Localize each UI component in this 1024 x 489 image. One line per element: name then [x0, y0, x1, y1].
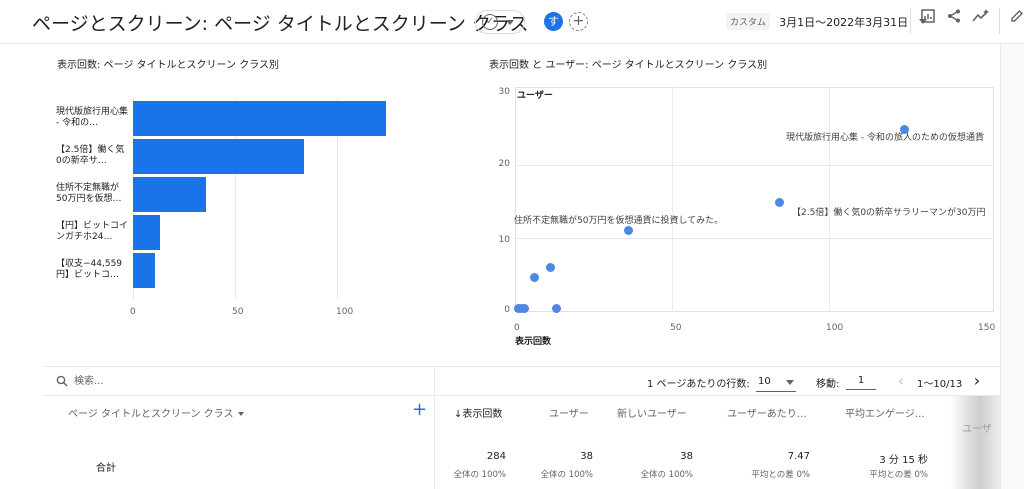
bar[interactable] — [133, 215, 160, 250]
divider — [910, 8, 911, 34]
table-header-row: ページ タイトルとスクリーン クラス + ↓表示回数 ユーザー 新しいユーザー … — [44, 396, 1000, 426]
x-tick-label: 100 — [336, 307, 354, 317]
scroll-fade — [950, 396, 1000, 489]
divider — [434, 367, 435, 397]
total-subtext: 全体の 100% — [453, 470, 506, 480]
comparison-avatar[interactable]: す — [544, 12, 563, 31]
bar[interactable] — [133, 101, 386, 136]
bar-label: 【2.5倍】働く気0の新卒サ… — [56, 145, 125, 166]
rows-per-page-value: 10 — [758, 376, 771, 387]
point-label: 住所不定無職が50万円を仮想通貨に投資してみた。 — [514, 216, 724, 226]
x-axis-name: 表示回数 — [515, 337, 552, 347]
y-tick-label: 0 — [504, 305, 510, 315]
bar-label: 【円】ビットコインガチホ24… — [56, 221, 129, 242]
bar[interactable] — [133, 253, 156, 288]
gridline — [515, 237, 994, 239]
divider — [434, 396, 435, 489]
column-header-partial: ユーザ — [962, 424, 992, 435]
column-header-users[interactable]: ユーザー — [549, 409, 589, 420]
page-title: ページとスクリーン: ページ タイトルとスクリーン クラス — [32, 13, 529, 35]
gridline — [672, 87, 673, 312]
total-subtext: 全体の 100% — [640, 470, 693, 480]
scatter-point[interactable] — [529, 273, 539, 283]
x-tick-label: 100 — [826, 323, 844, 333]
scatter-point[interactable] — [520, 303, 530, 313]
total-value: 7.47 — [787, 451, 810, 462]
goto-page-input[interactable] — [846, 372, 876, 390]
scatter-point[interactable] — [624, 226, 634, 236]
column-header-avg-engagement[interactable]: 平均エンゲージ… — [845, 409, 925, 420]
gridline — [829, 87, 830, 312]
gridline — [235, 97, 236, 300]
edit-report-icon[interactable] — [917, 8, 939, 30]
gridline — [337, 97, 338, 300]
check-circle-icon: ✓ — [482, 14, 498, 30]
point-label: 【2.5倍】働く気0の新卒サラリーマンが30万円 — [792, 208, 986, 218]
bar[interactable] — [133, 177, 207, 212]
bar-chart-title: 表示回数: ページ タイトルとスクリーン クラス別 — [57, 60, 280, 71]
right-panel-edge — [1000, 44, 1024, 489]
table-toolbar: 1 ページあたりの行数: 10 移動: ‹ 1〜10/13 › — [44, 366, 1000, 397]
goto-label: 移動: — [816, 379, 840, 390]
column-header-new-users[interactable]: 新しいユーザー — [617, 409, 687, 420]
next-page-button[interactable]: › — [973, 371, 981, 390]
total-value: 3 分 15 秒 — [879, 455, 928, 466]
prev-page-button[interactable]: ‹ — [897, 371, 905, 390]
total-value: 38 — [680, 451, 693, 462]
point-label: 現代版旅行用心集 - 令和の旅人のための仮想通貨 — [786, 133, 984, 143]
total-subtext: 全体の 100% — [540, 470, 593, 480]
pagination-range: 1〜10/13 — [917, 379, 963, 390]
divider — [999, 8, 1000, 34]
bar[interactable] — [133, 139, 305, 174]
y-axis-name: ユーザー — [517, 91, 553, 101]
scatter-point[interactable] — [551, 303, 561, 313]
share-icon[interactable] — [943, 8, 965, 30]
scatter-point[interactable] — [545, 262, 555, 272]
x-tick-label: 0 — [514, 323, 520, 333]
pencil-icon[interactable] — [1006, 8, 1024, 30]
x-tick-label: 50 — [670, 323, 682, 333]
add-comparison-button[interactable]: + — [569, 12, 588, 31]
y-tick-label: 30 — [498, 87, 510, 97]
total-value: 284 — [486, 451, 506, 462]
y-tick-label: 10 — [498, 235, 510, 245]
column-header-views-per-user[interactable]: ユーザーあたり… — [727, 409, 807, 420]
rows-per-page-label: 1 ページあたりの行数: — [647, 379, 750, 390]
chevron-down-icon — [506, 20, 514, 25]
date-chip: カスタム — [726, 13, 771, 30]
bar-label: 現代版旅行用心集 - 令和の… — [56, 107, 129, 128]
search-icon — [56, 375, 68, 387]
total-subtext: 平均との差 0% — [869, 470, 928, 480]
chevron-down-icon — [786, 380, 794, 385]
date-range-picker[interactable]: カスタム 3月1日〜2022年3月31日 — [726, 11, 928, 30]
add-dimension-button[interactable]: + — [412, 399, 428, 420]
scatter-plot-area — [515, 87, 994, 312]
column-header-views[interactable]: ↓表示回数 — [454, 409, 503, 420]
bar-label: 住所不定無職が50万円を仮想… — [56, 183, 122, 204]
scatter-chart-title: 表示回数 と ユーザー: ページ タイトルとスクリーン クラス別 — [489, 60, 768, 71]
scatter-point[interactable] — [774, 197, 784, 207]
y-tick-label: 20 — [498, 159, 510, 169]
search-input[interactable] — [74, 372, 374, 390]
scatter-point[interactable] — [900, 125, 910, 135]
x-tick-label: 150 — [978, 323, 996, 333]
gridline — [515, 165, 994, 167]
rows-per-page-select[interactable]: 10 — [756, 372, 796, 392]
total-value: 38 — [580, 451, 593, 462]
date-range-text: 3月1日〜2022年3月31日 — [779, 15, 909, 29]
x-tick-label: 50 — [232, 307, 244, 317]
report-status-dropdown[interactable]: ✓ — [475, 10, 525, 34]
x-tick-label: 0 — [130, 307, 136, 317]
insights-icon[interactable] — [970, 8, 992, 30]
chevron-down-icon — [238, 412, 245, 416]
dimension-header-label: ページ タイトルとスクリーン クラス — [68, 409, 234, 420]
bar-label: 【収支−44,559円】ビットコ… — [56, 259, 123, 280]
total-subtext: 平均との差 0% — [751, 470, 810, 480]
dimension-header[interactable]: ページ タイトルとスクリーン クラス — [68, 405, 245, 420]
total-label: 合計 — [96, 463, 116, 474]
report-header: ページとスクリーン: ページ タイトルとスクリーン クラス ✓ す + カスタム… — [0, 0, 1024, 44]
